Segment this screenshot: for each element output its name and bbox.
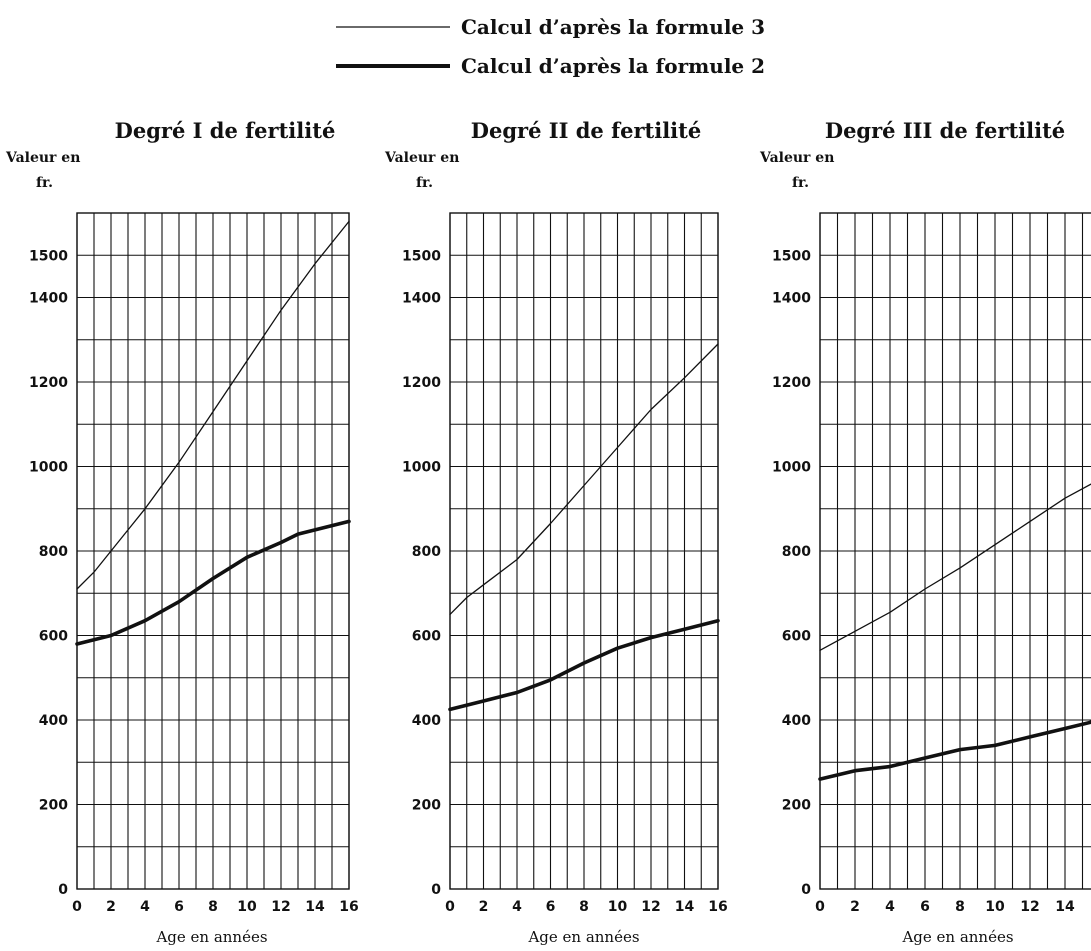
x-tick-label: 4	[512, 899, 522, 915]
y-tick-label: 1200	[772, 375, 811, 391]
y-tick-label: 400	[412, 713, 441, 729]
chart-title: Degré III de fertilité	[825, 118, 1065, 143]
y-axis-label-line-2: fr.	[792, 175, 809, 191]
y-tick-label: 1000	[772, 460, 811, 476]
legend: Calcul d’après la formule 3 Calcul d’apr…	[336, 15, 765, 78]
plot-area: 0 200 400 600 800 1000 1200 1400 1500 0 2 4 6 8 10 12 14…	[402, 212, 728, 915]
y-axis-label-line-1: Valeur en	[384, 150, 459, 166]
x-tick-label: 8	[955, 899, 965, 915]
x-tick-label: 14	[1055, 899, 1075, 915]
x-axis-label: Age en années	[901, 928, 1013, 946]
y-tick-label: 200	[412, 798, 441, 814]
x-tick-label: 14	[305, 899, 325, 915]
x-axis-label: Age en années	[527, 928, 639, 946]
y-tick-label: 1400	[402, 291, 441, 307]
plot-frame	[449, 212, 719, 890]
y-tick-label: 800	[782, 544, 811, 560]
x-tick-label: 2	[850, 899, 860, 915]
y-tick-label: 400	[39, 713, 68, 729]
x-tick-label: 4	[885, 899, 895, 915]
x-tick-label: 2	[479, 899, 489, 915]
x-tick-label: 12	[1020, 899, 1039, 915]
legend-label-formula-2: Calcul d’après la formule 2	[461, 54, 765, 78]
y-tick-label: 200	[39, 798, 68, 814]
series-line-formula-3	[449, 343, 719, 616]
series-line-formula-3	[819, 483, 1091, 651]
plot-frame	[76, 212, 350, 890]
x-tick-label: 2	[106, 899, 116, 915]
chart-title: Degré I de fertilité	[115, 118, 336, 143]
x-tick-label: 16	[708, 899, 727, 915]
y-tick-label: 1500	[772, 248, 811, 264]
x-tick-label: 16	[339, 899, 358, 915]
chart-panel-degre-2: Degré II de fertilité Valeur en fr. Age …	[384, 118, 728, 946]
chart-panel-degre-1: Degré I de fertilité Valeur en fr. Age e…	[5, 118, 359, 946]
y-tick-label: 1500	[402, 248, 441, 264]
x-tick-label: 10	[608, 899, 628, 915]
plot-frame	[819, 212, 1091, 890]
y-tick-label: 600	[412, 629, 441, 645]
series-line-formula-3	[76, 220, 350, 590]
y-tick-label: 0	[801, 882, 811, 898]
chart-title: Degré II de fertilité	[471, 118, 701, 143]
y-tick-label: 800	[412, 544, 441, 560]
y-tick-label: 600	[39, 629, 68, 645]
y-tick-label: 200	[782, 798, 811, 814]
series-line-formula-2	[818, 720, 1091, 781]
x-tick-label: 0	[72, 899, 82, 915]
chart-panel-degre-3: Degré III de fertilité Valeur en fr. Age…	[759, 118, 1091, 946]
x-tick-label: 8	[208, 899, 218, 915]
x-tick-label: 10	[985, 899, 1005, 915]
series-line-formula-2	[448, 618, 720, 712]
y-tick-label: 1400	[772, 291, 811, 307]
x-tick-label: 8	[579, 899, 589, 915]
x-tick-label: 0	[815, 899, 825, 915]
y-tick-label: 0	[58, 882, 68, 898]
x-tick-label: 4	[140, 899, 150, 915]
y-tick-label: 1200	[402, 375, 441, 391]
y-tick-label: 1000	[402, 460, 441, 476]
plot-area: 0 200 400 600 800 1000 1200 1400 1500 0 2 4 6 8 10 12 14…	[29, 212, 359, 915]
y-tick-label: 1000	[29, 460, 68, 476]
legend-label-formula-3: Calcul d’après la formule 3	[461, 15, 765, 39]
y-axis-label-line-1: Valeur en	[759, 150, 834, 166]
y-tick-label: 1500	[29, 248, 68, 264]
x-tick-label: 6	[174, 899, 184, 915]
y-tick-label: 1200	[29, 375, 68, 391]
x-tick-label: 6	[920, 899, 930, 915]
y-axis-label-line-1: Valeur en	[5, 150, 80, 166]
x-tick-label: 12	[271, 899, 290, 915]
x-tick-label: 12	[641, 899, 660, 915]
y-tick-label: 600	[782, 629, 811, 645]
plot-area: 0 200 400 600 800 1000 1200 1400 1500 0 2 4 6 8 10 12 14…	[772, 212, 1091, 915]
y-tick-label: 0	[431, 882, 441, 898]
y-tick-label: 800	[39, 544, 68, 560]
x-tick-label: 10	[237, 899, 257, 915]
y-axis-label-line-2: fr.	[36, 175, 53, 191]
y-axis-label-line-2: fr.	[416, 175, 433, 191]
series-line-formula-2	[75, 519, 351, 646]
x-axis-label: Age en années	[155, 928, 267, 946]
y-tick-label: 1400	[29, 291, 68, 307]
x-tick-label: 6	[546, 899, 556, 915]
x-tick-label: 14	[675, 899, 695, 915]
x-tick-label: 0	[445, 899, 455, 915]
y-tick-label: 400	[782, 713, 811, 729]
